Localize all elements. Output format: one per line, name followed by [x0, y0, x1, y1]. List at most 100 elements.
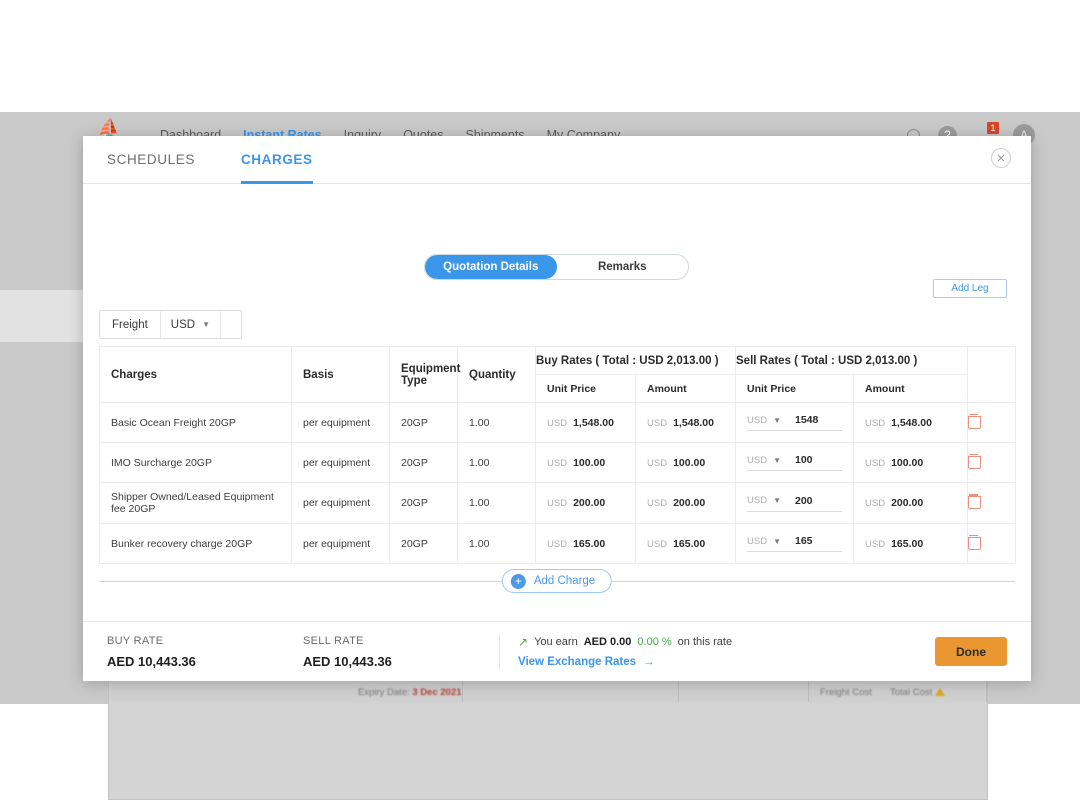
value: 1,548.00	[673, 416, 714, 429]
cell-sell-unit-price[interactable]: USD ▼ 1548	[735, 402, 854, 443]
trash-icon[interactable]	[968, 413, 982, 429]
currency-label: USD	[747, 535, 768, 547]
add-leg-button[interactable]: Add Leg	[933, 279, 1007, 298]
cell-sell-amount: USD 165.00	[852, 523, 969, 564]
charges-modal: SCHEDULES CHARGES ✕ Quotation Details Re…	[83, 136, 1031, 681]
add-charge-label: Add Charge	[533, 575, 596, 587]
chevron-down-icon[interactable]: ▼	[773, 536, 781, 546]
tab-charges[interactable]: CHARGES	[241, 136, 313, 184]
leg-name-freight[interactable]: Freight	[100, 311, 161, 338]
chevron-down-icon[interactable]: ▼	[773, 415, 781, 425]
chevron-down-icon[interactable]: ▼	[773, 455, 781, 465]
currency-label: USD	[547, 498, 568, 509]
cell-sell-amount: USD 1,548.00	[852, 402, 969, 443]
cell-delete[interactable]	[967, 482, 1017, 524]
trend-up-icon: ↗	[518, 635, 529, 649]
notifications-icon[interactable]: 1	[975, 122, 999, 145]
currency-label: USD	[647, 417, 668, 429]
header-basis: Basis	[291, 346, 390, 403]
tab-schedules[interactable]: SCHEDULES	[107, 152, 195, 167]
header-charges: Charges	[99, 346, 292, 403]
cell-charge-name: IMO Surcharge 20GP	[99, 442, 292, 483]
cell-buy-amount: USD 1,548.00	[635, 402, 736, 443]
sell-unit-price-input[interactable]: USD ▼ 1548	[747, 414, 842, 431]
value: 100.00	[573, 456, 606, 469]
cell-delete[interactable]	[967, 523, 1017, 564]
value: 200.00	[673, 497, 706, 509]
cell-charge-name: Shipper Owned/Leased Equipment fee 20GP	[99, 482, 292, 524]
trash-icon[interactable]	[968, 453, 982, 469]
cell-sell-amount: USD 200.00	[852, 482, 969, 524]
ship-logo-icon[interactable]: ⛵	[97, 119, 121, 140]
table-row: Basic Ocean Freight 20GP per equipment 2…	[99, 402, 1017, 443]
cell-buy-amount: USD 100.00	[635, 442, 736, 483]
close-icon[interactable]: ✕	[991, 148, 1011, 168]
currency-label: USD	[747, 495, 768, 506]
trash-icon[interactable]	[968, 534, 982, 550]
toggle-remarks[interactable]: Remarks	[597, 261, 647, 273]
currency-label: USD	[647, 457, 668, 469]
sell-unit-price-input[interactable]: USD ▼ 200	[747, 495, 842, 512]
sell-unit-price-value: 200	[794, 494, 813, 507]
cell-buy-unit-price: USD 100.00	[535, 442, 636, 483]
chevron-down-icon: ▼	[202, 320, 210, 329]
background-strip-divider	[678, 676, 679, 702]
value: 100.00	[891, 456, 924, 469]
background-freight-cost-label: Freight Cost	[820, 687, 872, 698]
view-exchange-rates-link[interactable]: View Exchange Rates →	[518, 656, 935, 668]
chevron-down-icon[interactable]: ▼	[773, 496, 781, 505]
cell-buy-amount: USD 165.00	[635, 523, 736, 564]
trash-icon[interactable]	[968, 494, 982, 509]
value: 200.00	[573, 497, 606, 509]
view-toggle: Quotation Details Remarks	[424, 254, 689, 280]
value: 165.00	[891, 537, 924, 550]
cell-buy-amount: USD 200.00	[635, 482, 736, 524]
leg-extra-freight	[221, 311, 241, 338]
cell-quantity: 1.00	[457, 523, 536, 564]
cell-sell-unit-price[interactable]: USD ▼ 165	[735, 523, 854, 564]
sell-unit-price-value: 165	[794, 535, 813, 547]
cell-sell-unit-price[interactable]: USD ▼ 100	[735, 442, 854, 483]
table-row: IMO Surcharge 20GP per equipment 20GP 1.…	[99, 442, 1017, 483]
value: 100.00	[673, 456, 706, 469]
value: 200.00	[891, 497, 924, 509]
cell-basis: per equipment	[291, 523, 390, 564]
currency-label: USD	[865, 417, 886, 429]
header-buy-rates: Buy Rates ( Total : USD 2,013.00 )	[535, 346, 736, 375]
leg-currency-freight-value: USD	[170, 318, 196, 331]
earn-suffix: on this rate	[677, 636, 733, 648]
background-expiry-value: 3 Dec 2021	[412, 687, 462, 698]
leg-currency-freight[interactable]: USD ▼	[161, 311, 221, 338]
cell-buy-unit-price: USD 200.00	[535, 482, 636, 524]
toggle-quotation-details[interactable]: Quotation Details	[425, 255, 557, 279]
background-expiry-label: Expiry Date:	[358, 687, 410, 698]
header-actions	[967, 346, 1017, 403]
cell-charge-name: Basic Ocean Freight 20GP	[99, 402, 292, 443]
background-expiry-date: Expiry Date: 3 Dec 2021	[358, 687, 462, 698]
cell-quantity: 1.00	[457, 482, 536, 524]
background-total-cost-text: Total Cost	[890, 687, 933, 698]
background-strip-divider	[462, 676, 463, 702]
currency-label: USD	[865, 538, 886, 550]
cell-quantity: 1.00	[457, 442, 536, 483]
add-charge-row: + Add Charge	[99, 569, 1015, 593]
cell-delete[interactable]	[967, 442, 1017, 483]
cell-basis: per equipment	[291, 482, 390, 524]
cell-sell-unit-price[interactable]: USD ▼ 200	[735, 482, 854, 524]
header-sell-rates: Sell Rates ( Total : USD 2,013.00 )	[734, 346, 969, 375]
background-total-cost-label: Total Cost	[890, 687, 946, 698]
value: 1,548.00	[891, 416, 932, 429]
charges-table: Charges Basis Equipment Type Quantity Bu…	[99, 346, 1017, 564]
table-row: Shipper Owned/Leased Equipment fee 20GP …	[99, 482, 1017, 524]
add-charge-button[interactable]: + Add Charge	[501, 569, 613, 593]
sell-unit-price-input[interactable]: USD ▼ 165	[747, 535, 842, 552]
sell-unit-price-input[interactable]: USD ▼ 100	[747, 454, 842, 471]
done-button[interactable]: Done	[935, 637, 1007, 666]
currency-label: USD	[547, 417, 568, 429]
background-strip-divider	[986, 676, 987, 702]
cell-delete[interactable]	[967, 402, 1017, 443]
currency-label: USD	[647, 538, 668, 550]
footer-divider	[499, 633, 500, 670]
background-strip-divider	[808, 676, 809, 702]
